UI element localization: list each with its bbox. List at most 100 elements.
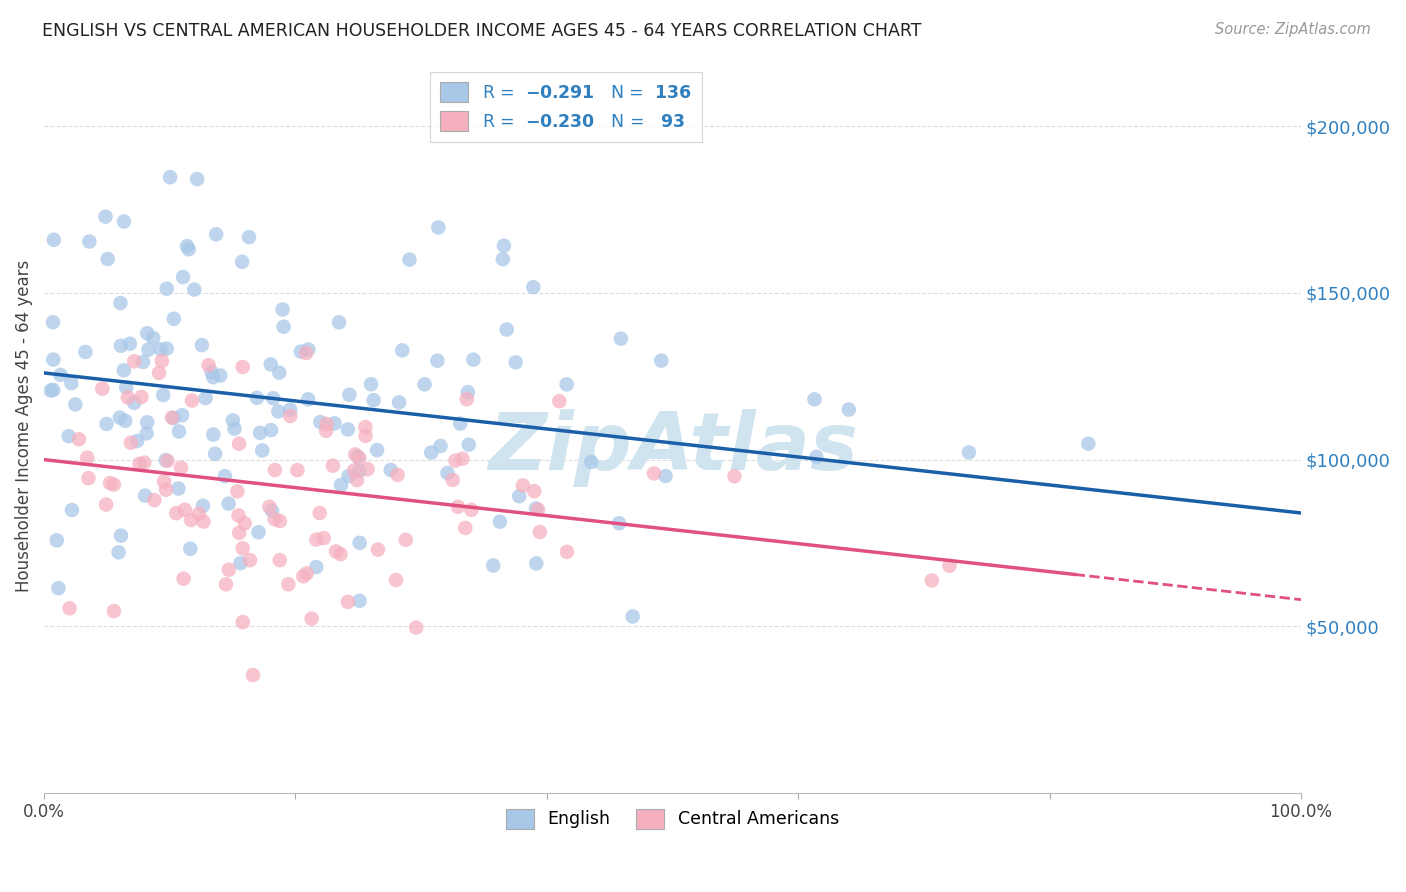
Point [492,238,515,252]
Point [58,429,80,443]
Point [229,556,252,570]
Point [156,282,179,296]
Point [45,533,67,548]
Point [349,536,371,550]
Point [921,574,943,588]
Point [218,497,240,511]
Point [149,343,172,357]
Point [290,344,312,359]
Point [278,409,301,423]
Point [260,358,283,372]
Point [524,501,547,516]
Point [607,516,630,531]
Point [122,396,145,410]
Point [132,355,155,369]
Point [413,377,436,392]
Point [524,557,547,571]
Point [363,393,385,408]
Point [96,417,118,431]
Point [405,621,427,635]
Point [204,447,226,461]
Point [269,366,291,380]
Point [260,423,283,437]
Point [159,170,181,185]
Point [226,484,249,499]
Point [134,456,156,470]
Point [278,402,301,417]
Point [228,525,250,540]
Point [492,252,515,267]
Point [228,436,250,450]
Point [723,469,745,483]
Point [344,448,367,462]
Point [103,604,125,618]
Point [162,411,184,425]
Point [193,515,215,529]
Point [246,391,269,405]
Point [94,210,117,224]
Point [194,391,217,405]
Point [447,500,470,514]
Point [529,524,551,539]
Point [349,451,371,466]
Point [654,469,676,483]
Point [315,424,337,438]
Point [444,453,467,467]
Point [1077,436,1099,450]
Point [172,408,194,422]
Point [262,392,284,406]
Point [143,493,166,508]
Point [97,252,120,266]
Point [295,346,318,360]
Point [155,453,177,467]
Point [108,410,131,425]
Point [94,498,117,512]
Point [548,394,571,409]
Point [79,235,101,249]
Point [180,513,202,527]
Point [42,315,65,329]
Point [454,521,477,535]
Point [176,239,198,253]
Point [167,425,190,439]
Point [262,504,284,518]
Point [103,477,125,491]
Point [218,563,240,577]
Point [322,458,344,473]
Point [231,255,253,269]
Point [803,392,825,407]
Point [118,336,141,351]
Y-axis label: Householder Income Ages 45 - 64 years: Householder Income Ages 45 - 64 years [15,260,32,592]
Point [263,463,285,477]
Point [354,420,377,434]
Point [239,553,262,567]
Point [456,392,478,407]
Point [214,469,236,483]
Point [297,343,319,357]
Point [336,595,359,609]
Point [297,392,319,407]
Point [269,514,291,528]
Point [127,434,149,448]
Point [512,478,534,492]
Point [356,462,378,476]
Point [135,426,157,441]
Point [429,439,451,453]
Point [247,525,270,540]
Point [309,415,332,429]
Point [339,388,361,402]
Point [380,463,402,477]
Point [242,668,264,682]
Point [172,270,194,285]
Point [42,383,65,397]
Point [238,230,260,244]
Point [205,227,228,242]
Point [232,541,254,556]
Point [259,500,281,514]
Point [122,354,145,368]
Point [349,594,371,608]
Point [148,366,170,380]
Point [197,358,219,372]
Point [555,377,578,392]
Point [179,541,201,556]
